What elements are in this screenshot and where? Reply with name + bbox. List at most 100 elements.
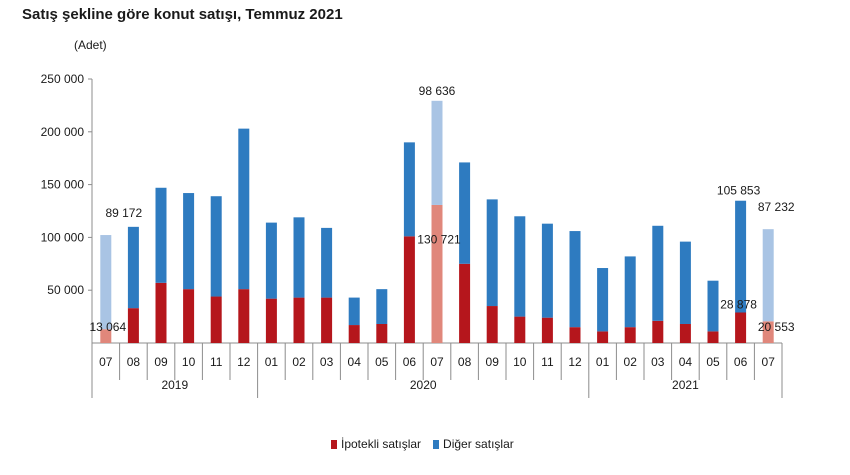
- bar-other: [431, 100, 443, 205]
- data-label-mortgage: 20 553: [758, 320, 795, 334]
- bar-other: [210, 196, 222, 297]
- bar-mortgage: [707, 331, 719, 343]
- y-axis-unit: (Adet): [74, 38, 107, 52]
- y-tick-label: 250 000: [41, 72, 85, 86]
- legend-label-other: Diğer satışlar: [443, 437, 514, 451]
- year-label: 2019: [161, 378, 188, 392]
- legend-swatch-other: [433, 439, 440, 449]
- x-tick-label: 09: [486, 355, 500, 369]
- bar-other: [541, 223, 553, 318]
- bar-other: [265, 222, 277, 299]
- bar-mortgage: [183, 289, 195, 343]
- x-tick-label: 01: [596, 355, 610, 369]
- bar-mortgage: [679, 323, 691, 343]
- x-tick-label: 05: [375, 355, 389, 369]
- legend-item-other: Diğer satışlar: [433, 437, 514, 451]
- x-tick-label: 12: [237, 355, 251, 369]
- y-tick-label: 50 000: [47, 283, 84, 297]
- bar-mortgage: [403, 236, 415, 343]
- bar-mortgage: [265, 298, 277, 343]
- x-tick-label: 07: [99, 355, 113, 369]
- bar-other: [486, 199, 498, 307]
- x-tick-label: 08: [458, 355, 472, 369]
- bar-other: [569, 231, 581, 328]
- x-tick-label: 07: [762, 355, 776, 369]
- bar-mortgage: [569, 327, 581, 343]
- bar-other: [348, 297, 360, 326]
- bar-other: [762, 229, 774, 322]
- x-tick-label: 11: [541, 355, 554, 369]
- x-tick-label: 10: [513, 355, 527, 369]
- bar-other: [459, 162, 471, 264]
- bar-mortgage: [652, 320, 664, 343]
- data-label-mortgage: 28 878: [720, 298, 757, 312]
- x-tick-label: 10: [182, 355, 196, 369]
- x-tick-label: 03: [651, 355, 665, 369]
- bar-other: [183, 193, 195, 290]
- bar-other: [376, 289, 388, 324]
- bar-other: [679, 241, 691, 324]
- x-tick-label: 02: [624, 355, 638, 369]
- bar-other: [652, 225, 664, 321]
- bar-other: [597, 268, 609, 332]
- bar-mortgage: [238, 289, 250, 343]
- data-label-other: 87 232: [758, 200, 795, 214]
- x-tick-label: 07: [430, 355, 444, 369]
- bar-mortgage: [348, 325, 360, 343]
- bar-other: [514, 216, 526, 317]
- bar-mortgage: [459, 263, 471, 343]
- bar-other: [127, 226, 139, 309]
- bar-mortgage: [431, 204, 443, 343]
- bar-mortgage: [127, 308, 139, 343]
- bar-other: [321, 227, 333, 298]
- bar-other: [100, 235, 112, 330]
- x-tick-label: 08: [127, 355, 141, 369]
- data-label-other: 89 172: [105, 206, 142, 220]
- y-tick-label: 100 000: [41, 230, 85, 244]
- legend-label-mortgage: İpotekli satışlar: [341, 437, 422, 451]
- bar-mortgage: [376, 323, 388, 343]
- year-label: 2021: [672, 378, 699, 392]
- x-tick-label: 02: [292, 355, 306, 369]
- bar-mortgage: [155, 282, 167, 343]
- bar-mortgage: [597, 331, 609, 343]
- data-label-other: 105 853: [717, 184, 761, 198]
- bar-mortgage: [321, 297, 333, 343]
- y-tick-label: 200 000: [41, 125, 85, 139]
- data-label-other: 98 636: [419, 84, 456, 98]
- x-tick-label: 11: [210, 355, 223, 369]
- data-label-mortgage: 130 721: [417, 232, 461, 246]
- bar-other: [293, 217, 305, 298]
- year-label: 2020: [410, 378, 437, 392]
- bar-other: [624, 256, 636, 328]
- bar-mortgage: [210, 296, 222, 343]
- data-label-mortgage: 13 064: [89, 320, 126, 334]
- bar-mortgage: [100, 329, 112, 343]
- bar-other: [238, 128, 250, 290]
- x-tick-label: 06: [734, 355, 748, 369]
- bar-other: [707, 280, 719, 332]
- x-tick-label: 04: [679, 355, 693, 369]
- x-tick-label: 05: [706, 355, 720, 369]
- bar-mortgage: [293, 297, 305, 343]
- legend: İpotekli satışlar Diğer satışlar: [331, 437, 526, 451]
- bar-other: [403, 142, 415, 237]
- x-tick-label: 04: [348, 355, 362, 369]
- bar-mortgage: [762, 321, 774, 343]
- bar-mortgage: [735, 312, 747, 343]
- bar-mortgage: [514, 316, 526, 343]
- legend-swatch-mortgage: [331, 439, 337, 449]
- x-tick-label: 09: [154, 355, 168, 369]
- bar-mortgage: [541, 317, 553, 343]
- legend-item-mortgage: İpotekli satışlar: [331, 437, 421, 451]
- x-tick-label: 12: [568, 355, 582, 369]
- y-tick-label: 150 000: [41, 178, 85, 192]
- x-tick-label: 01: [265, 355, 279, 369]
- bar-other: [735, 200, 747, 313]
- bar-mortgage: [624, 327, 636, 343]
- chart-title: Satış şekline göre konut satışı, Temmuz …: [22, 6, 343, 23]
- bar-other: [155, 187, 167, 283]
- bar-mortgage: [486, 306, 498, 343]
